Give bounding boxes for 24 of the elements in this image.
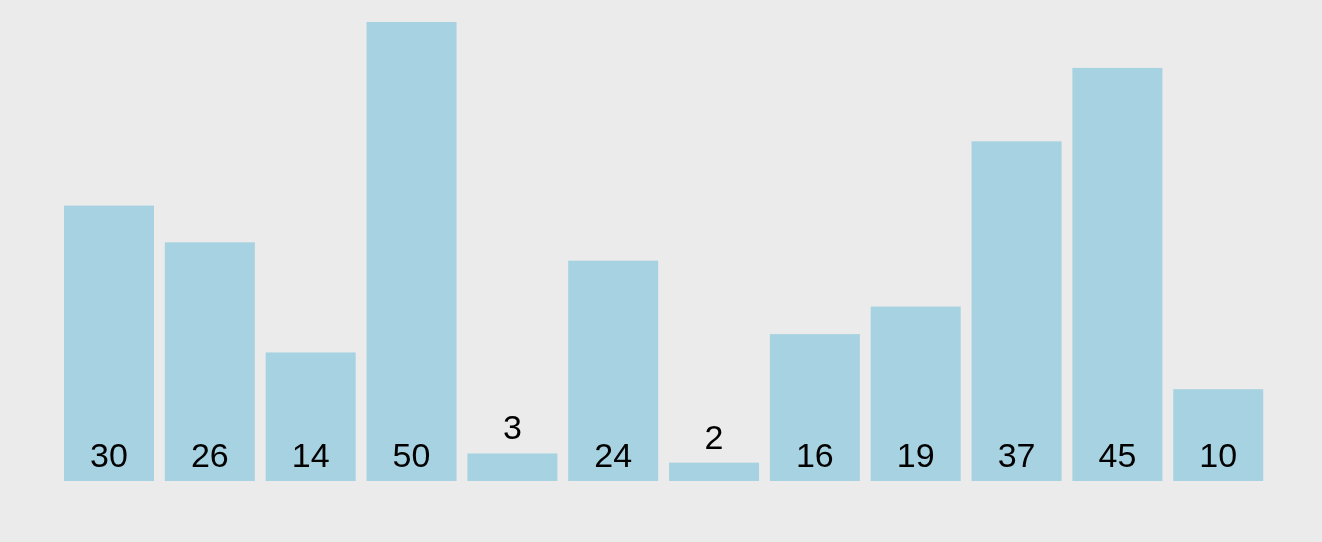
data-label: 30: [90, 436, 128, 474]
bar: [64, 205, 154, 481]
bar: [1072, 67, 1163, 481]
bar: [669, 462, 760, 481]
bar: [1173, 389, 1264, 481]
data-label: 16: [795, 436, 834, 474]
data-label: 37: [997, 436, 1036, 474]
data-label: 14: [291, 436, 330, 474]
bar: [769, 334, 860, 481]
bar: [467, 453, 558, 481]
data-label: 10: [1199, 436, 1238, 474]
bar: [971, 141, 1062, 481]
bar: [870, 306, 961, 481]
bar: [265, 352, 356, 481]
data-label: 50: [392, 436, 431, 474]
bar: [568, 260, 659, 481]
data-label: 19: [896, 436, 935, 474]
bar: [164, 242, 255, 481]
data-label: 2: [704, 417, 724, 456]
bar: [366, 22, 457, 481]
data-label: 24: [594, 436, 633, 474]
data-label: 26: [190, 436, 229, 474]
data-label: 3: [502, 408, 522, 447]
data-label: 45: [1098, 436, 1137, 474]
